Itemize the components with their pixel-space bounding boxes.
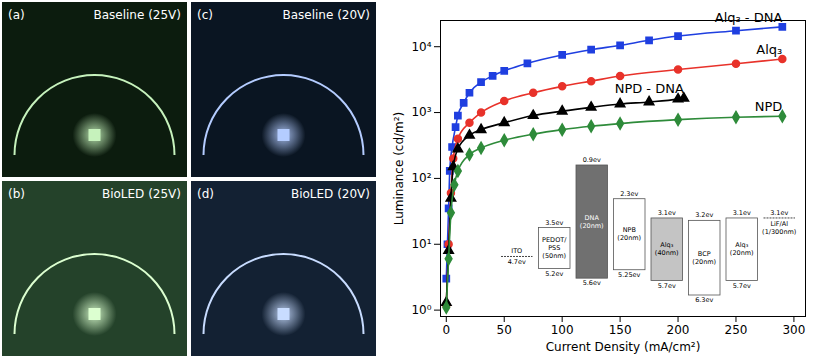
svg-text:BioLED (25V): BioLED (25V) bbox=[102, 187, 181, 201]
svg-text:PEDOT/: PEDOT/ bbox=[542, 236, 567, 244]
svg-text:BioLED (20V): BioLED (20V) bbox=[291, 187, 370, 201]
svg-text:Alq₃: Alq₃ bbox=[756, 42, 782, 57]
svg-text:(20nm): (20nm) bbox=[580, 222, 604, 230]
svg-text:2.3ev: 2.3ev bbox=[620, 190, 638, 198]
svg-text:5.7ev: 5.7ev bbox=[658, 282, 676, 290]
svg-text:(50nm): (50nm) bbox=[542, 252, 566, 260]
svg-text:3.5ev: 3.5ev bbox=[545, 219, 563, 227]
svg-text:(1/300nm): (1/300nm) bbox=[762, 228, 796, 236]
svg-text:5.6ev: 5.6ev bbox=[583, 279, 601, 287]
svg-text:(d): (d) bbox=[197, 187, 214, 201]
svg-text:3.1ev: 3.1ev bbox=[733, 209, 751, 217]
svg-text:0: 0 bbox=[442, 323, 450, 337]
svg-text:Luminance (cd/m²): Luminance (cd/m²) bbox=[392, 112, 406, 226]
svg-text:6.3ev: 6.3ev bbox=[695, 296, 713, 304]
svg-text:LiF/Al: LiF/Al bbox=[770, 220, 788, 228]
svg-text:DNA: DNA bbox=[585, 214, 600, 222]
svg-text:Baseline (20V): Baseline (20V) bbox=[282, 8, 370, 22]
svg-text:5.7ev: 5.7ev bbox=[733, 282, 751, 290]
svg-text:50: 50 bbox=[497, 323, 512, 337]
svg-text:4.7ev: 4.7ev bbox=[508, 258, 526, 266]
svg-text:(20nm): (20nm) bbox=[692, 258, 716, 266]
svg-text:Alq₃ - DNA: Alq₃ - DNA bbox=[715, 10, 783, 25]
svg-text:Baseline (25V): Baseline (25V) bbox=[93, 8, 181, 22]
svg-text:10¹: 10¹ bbox=[411, 237, 431, 251]
svg-text:10²: 10² bbox=[411, 171, 431, 185]
svg-text:NPD - DNA: NPD - DNA bbox=[615, 81, 684, 96]
svg-text:3.2ev: 3.2ev bbox=[695, 211, 713, 219]
svg-text:(40nm): (40nm) bbox=[655, 249, 679, 257]
svg-text:BCP: BCP bbox=[698, 250, 711, 258]
svg-text:3.1ev: 3.1ev bbox=[658, 209, 676, 217]
svg-text:200: 200 bbox=[667, 323, 690, 337]
svg-text:3.1ev: 3.1ev bbox=[770, 209, 788, 217]
svg-text:NPD: NPD bbox=[755, 99, 783, 114]
svg-text:150: 150 bbox=[609, 323, 632, 337]
svg-text:NPB: NPB bbox=[623, 226, 636, 234]
svg-text:Alq₃: Alq₃ bbox=[660, 241, 673, 249]
svg-text:250: 250 bbox=[725, 323, 748, 337]
svg-text:5.25ev: 5.25ev bbox=[618, 271, 640, 279]
svg-text:10⁰: 10⁰ bbox=[411, 303, 431, 317]
svg-text:100: 100 bbox=[551, 323, 574, 337]
svg-text:Alq₃: Alq₃ bbox=[735, 241, 748, 249]
svg-text:300: 300 bbox=[782, 323, 805, 337]
svg-text:(b): (b) bbox=[8, 187, 25, 201]
svg-text:(a): (a) bbox=[8, 8, 25, 22]
svg-text:(20nm): (20nm) bbox=[617, 234, 641, 242]
svg-text:(c): (c) bbox=[197, 8, 213, 22]
svg-text:ITO: ITO bbox=[511, 247, 522, 255]
svg-text:Current Density (mA/cm²): Current Density (mA/cm²) bbox=[546, 340, 701, 354]
svg-text:PSS: PSS bbox=[548, 244, 560, 252]
svg-text:0.9ev: 0.9ev bbox=[583, 156, 601, 164]
svg-text:(20nm): (20nm) bbox=[730, 249, 754, 257]
svg-text:5.2ev: 5.2ev bbox=[545, 270, 563, 278]
svg-text:10⁴: 10⁴ bbox=[411, 40, 431, 54]
svg-text:10³: 10³ bbox=[411, 105, 431, 119]
